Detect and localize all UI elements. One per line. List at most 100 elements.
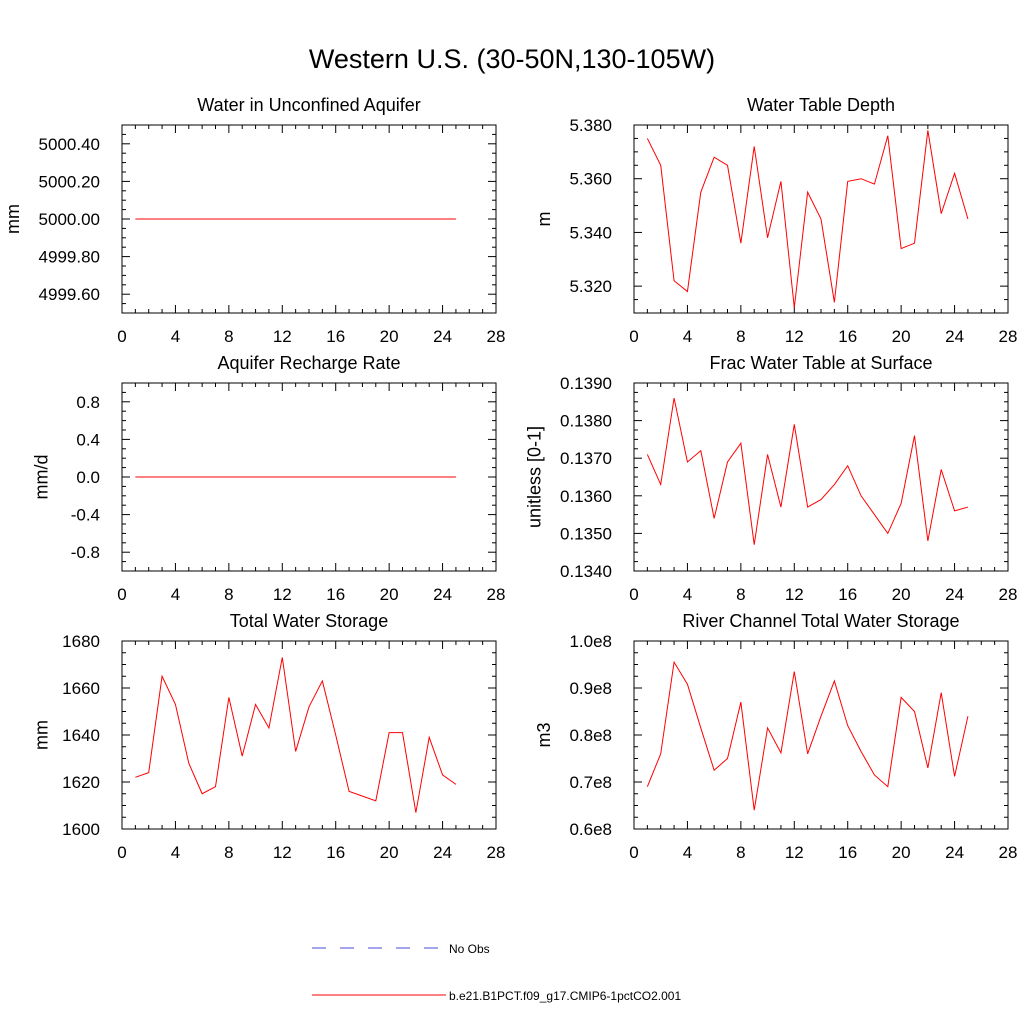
x-tick-label: 24 (433, 843, 452, 862)
x-tick-label: 24 (433, 327, 452, 346)
x-tick-label: 28 (487, 327, 506, 346)
x-tick-label: 8 (736, 843, 745, 862)
x-tick-label: 8 (224, 843, 233, 862)
x-tick-label: 20 (380, 327, 399, 346)
x-tick-label: 4 (171, 843, 180, 862)
x-tick-label: 12 (273, 585, 292, 604)
x-tick-label: 16 (838, 327, 857, 346)
panel-title: Total Water Storage (230, 611, 388, 631)
chart-panel-1: Water in Unconfined Aquifer 0 4 8 12 16 20 24 28… (3, 95, 506, 346)
x-tick-label: 4 (171, 327, 180, 346)
x-tick-label: 16 (326, 585, 345, 604)
x-tick-label: 20 (892, 843, 911, 862)
x-tick-label: 8 (224, 327, 233, 346)
y-tick-label: 1660 (62, 679, 100, 698)
y-tick-label: 0.6e8 (569, 820, 612, 839)
y-tick-label: -0.8 (71, 543, 100, 562)
plot-frame (633, 382, 1009, 572)
x-tick-label: 8 (736, 327, 745, 346)
y-tick-label: 0.4 (76, 430, 100, 449)
panel-title: Water Table Depth (747, 95, 895, 115)
x-tick-label: 16 (326, 327, 345, 346)
y-axis-label: mm (32, 720, 52, 750)
y-tick-label: 4999.60 (39, 285, 100, 304)
x-tick-label: 16 (838, 585, 857, 604)
x-tick-label: 20 (380, 843, 399, 862)
y-tick-label: 5.340 (569, 223, 612, 242)
y-tick-label: 1600 (62, 820, 100, 839)
y-tick-label: 4999.80 (39, 248, 100, 267)
x-tick-label: 0 (117, 327, 126, 346)
x-tick-label: 28 (487, 585, 506, 604)
x-tick-label: 12 (273, 843, 292, 862)
y-tick-label: 0.1350 (560, 524, 612, 543)
series-line (646, 660, 969, 811)
y-axis-label: mm/d (32, 455, 52, 500)
series-line (646, 397, 969, 545)
y-axis-label: mm (3, 204, 23, 234)
y-axis-label: unitless [0-1] (524, 426, 544, 528)
panel-title: Aquifer Recharge Rate (217, 353, 400, 373)
x-tick-label: 8 (224, 585, 233, 604)
y-tick-label: 1620 (62, 773, 100, 792)
x-tick-label: 24 (945, 327, 964, 346)
y-tick-label: 0.9e8 (569, 679, 612, 698)
legend-label-no-obs: No Obs (449, 942, 490, 956)
plot-frame (121, 640, 497, 830)
y-tick-label: 1680 (62, 632, 100, 651)
y-tick-label: 5.320 (569, 277, 612, 296)
y-tick-label: 0.8e8 (569, 726, 612, 745)
y-tick-label: 0.0 (76, 468, 100, 487)
y-tick-label: 0.1390 (560, 374, 612, 393)
y-tick-label: -0.4 (71, 506, 100, 525)
page-title: Western U.S. (30-50N,130-105W) (308, 44, 716, 74)
y-tick-label: 1640 (62, 726, 100, 745)
chart-panel-4: Frac Water Table at Surface 0 4 8 12 16 20 24 28… (524, 353, 1017, 604)
x-tick-label: 0 (629, 843, 638, 862)
y-tick-label: 5000.00 (39, 210, 100, 229)
x-tick-label: 0 (117, 585, 126, 604)
x-tick-label: 28 (487, 843, 506, 862)
x-tick-label: 12 (785, 327, 804, 346)
y-tick-label: 1.0e8 (569, 632, 612, 651)
x-tick-label: 20 (892, 327, 911, 346)
y-tick-label: 0.1370 (560, 449, 612, 468)
x-tick-label: 28 (999, 585, 1018, 604)
series-line (135, 657, 457, 813)
x-tick-label: 0 (629, 585, 638, 604)
x-tick-label: 12 (273, 327, 292, 346)
x-tick-label: 12 (785, 585, 804, 604)
y-tick-label: 5000.20 (39, 172, 100, 191)
chart-panel-6: River Channel Total Water Storage 0 4 8 12 16… (534, 611, 1017, 862)
y-tick-label: 0.1380 (560, 412, 612, 431)
chart-panel-2: Water Table Depth 0 4 8 12 16 20 24 28 5.320 5.340… (534, 95, 1017, 346)
x-tick-label: 24 (945, 843, 964, 862)
y-tick-label: 0.7e8 (569, 773, 612, 792)
legend-label-model-run: b.e21.B1PCT.f09_g17.CMIP6-1pctCO2.001 (449, 989, 682, 1003)
x-tick-label: 4 (171, 585, 180, 604)
y-axis-label: m (534, 212, 554, 227)
panel-title: River Channel Total Water Storage (682, 611, 959, 631)
y-tick-label: 0.1360 (560, 487, 612, 506)
x-tick-label: 16 (838, 843, 857, 862)
y-tick-label: 0.1340 (560, 562, 612, 581)
panel-title: Water in Unconfined Aquifer (197, 95, 420, 115)
x-tick-label: 8 (736, 585, 745, 604)
plot-frame (633, 640, 1009, 830)
y-axis-label: m3 (534, 722, 554, 747)
x-tick-label: 28 (999, 843, 1018, 862)
x-tick-label: 16 (326, 843, 345, 862)
chart-panel-3: Aquifer Recharge Rate 0 4 8 12 16 20 24 28 -0.8 -0… (32, 353, 506, 604)
y-tick-label: 5000.40 (39, 135, 100, 154)
x-tick-label: 0 (629, 327, 638, 346)
y-tick-label: 0.8 (76, 393, 100, 412)
x-tick-label: 20 (380, 585, 399, 604)
x-tick-label: 24 (433, 585, 452, 604)
x-tick-label: 28 (999, 327, 1018, 346)
x-tick-label: 20 (892, 585, 911, 604)
panel-title: Frac Water Table at Surface (709, 353, 932, 373)
x-tick-label: 4 (683, 585, 692, 604)
y-tick-label: 5.380 (569, 116, 612, 135)
